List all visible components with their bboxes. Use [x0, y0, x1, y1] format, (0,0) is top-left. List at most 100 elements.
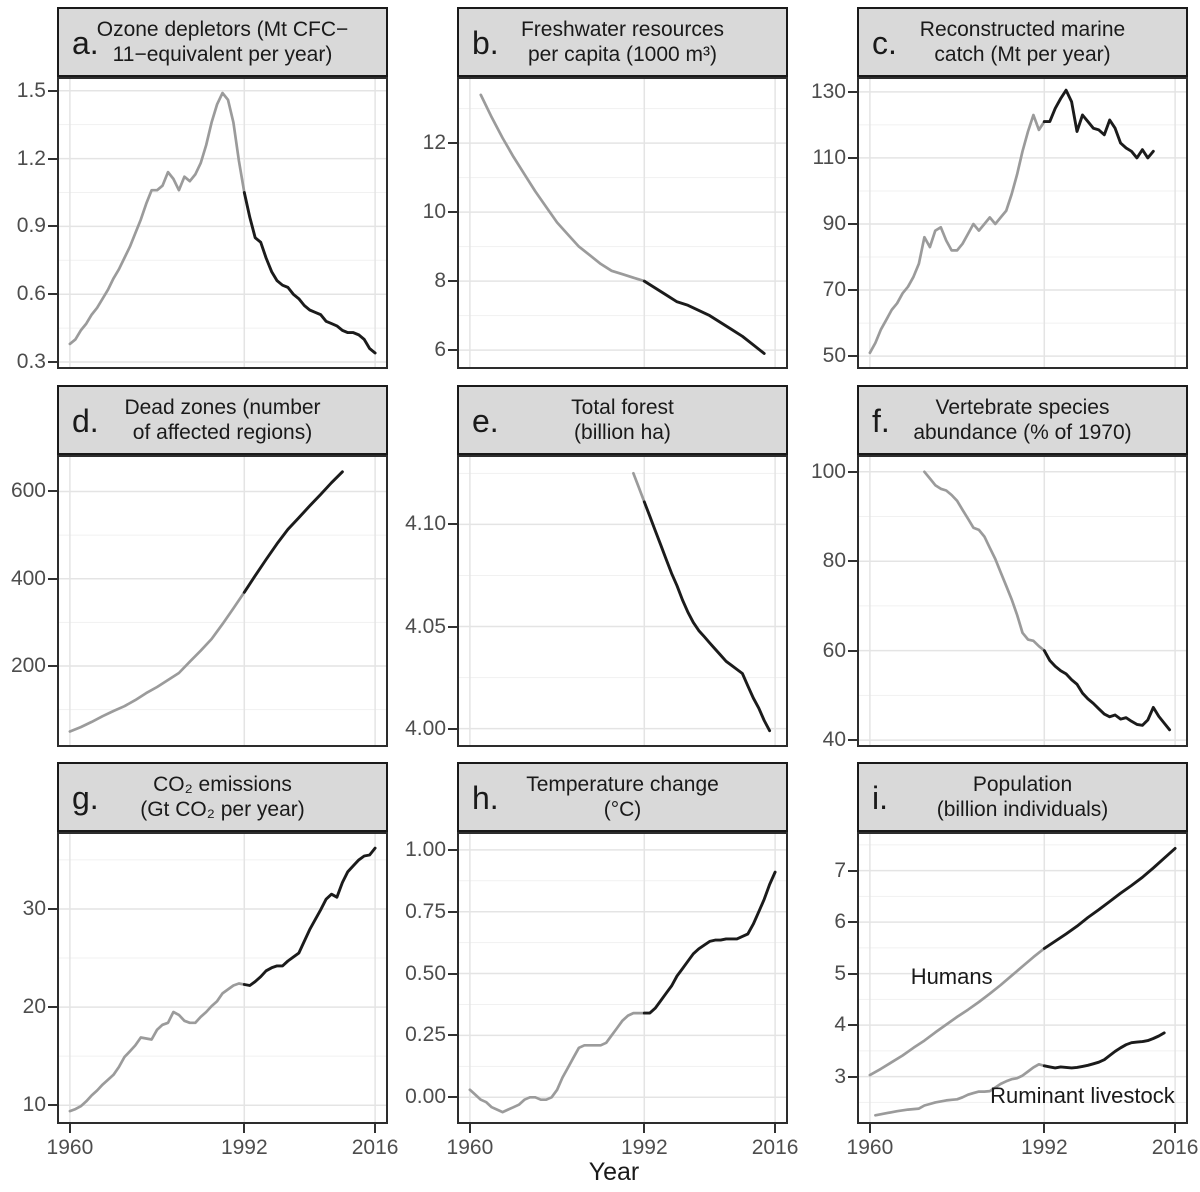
panel-g-title-line2: (Gt CO₂ per year): [140, 798, 305, 821]
y-tick-label: 60: [822, 638, 846, 662]
y-tick-label: 10: [422, 200, 446, 224]
y-tick-mark: [848, 739, 857, 742]
panel-g-letter: g.: [72, 779, 99, 816]
x-tick-mark: [868, 1124, 871, 1133]
y-tick-label: 10: [22, 1093, 46, 1117]
series-line-post1992-freshwater-resources: [642, 279, 766, 355]
y-tick-mark: [48, 89, 57, 92]
x-tick-mark: [374, 1124, 377, 1133]
y-tick-mark: [848, 470, 857, 473]
panel-a-plot: 0.3 0.6 0.9 1.2 1.5: [17, 77, 388, 373]
x-tick-mark: [643, 1124, 646, 1133]
y-tick-label: 0.25: [405, 1023, 446, 1047]
y-tick-label: 8: [434, 269, 446, 293]
panel-e-letter: e.: [472, 402, 499, 439]
series-line-pre1992-humans: [868, 947, 1046, 1077]
series-line-post1992-ruminant-livestock: [1042, 1031, 1166, 1070]
y-tick-label: 100: [810, 459, 846, 483]
panel-i-strip: i. Population (billion individuals): [857, 762, 1188, 832]
y-tick-label: 40: [822, 728, 846, 752]
y-tick-mark: [448, 1034, 457, 1037]
panel-f-title-line2: abundance (% of 1970): [913, 421, 1132, 444]
y-tick-label: 130: [810, 79, 846, 103]
panel-e-strip: e. Total forest (billion ha): [457, 385, 788, 455]
panel-c-title-line2: catch (Mt per year): [934, 43, 1111, 66]
panel-i-title-line1: Population: [972, 773, 1073, 796]
panel-d-plot: 200 400 600: [11, 455, 388, 747]
panel-d-letter: d.: [72, 402, 99, 439]
y-tick-mark: [448, 211, 457, 214]
y-tick-mark: [848, 90, 857, 93]
y-tick-mark: [848, 222, 857, 225]
y-tick-label: 5: [834, 961, 846, 985]
panel-f-title-line1: Vertebrate species: [935, 396, 1110, 419]
panel-d-title-line1: Dead zones (number: [124, 396, 321, 419]
panel-a: a. Ozone depletors (Mt CFC− 11−equivalen…: [17, 7, 388, 373]
annotation-label: Humans: [911, 964, 993, 989]
panel-f-letter: f.: [872, 402, 890, 439]
panel-a-letter: a.: [72, 24, 99, 61]
y-tick-label: 3: [834, 1064, 846, 1088]
panel-f-canvas: [859, 457, 1186, 745]
y-tick-label: 6: [434, 338, 446, 362]
x-axis-title: Year: [588, 1158, 640, 1186]
y-tick-mark: [448, 349, 457, 352]
x-tick-label: 1992: [620, 1136, 668, 1159]
x-tick-mark: [1043, 1124, 1046, 1133]
x-tick-mark: [68, 1124, 71, 1133]
panel-i: i. Population (billion individuals) Huma…: [834, 762, 1198, 1159]
series-line-post1992-co2-emissions: [242, 846, 377, 987]
panel-f-plot: 40 60 80 100: [811, 455, 1188, 751]
series-line-post1992-temperature-change: [642, 870, 777, 1015]
panel-i-title-line2: (billion individuals): [936, 798, 1109, 821]
x-tick-label: 1992: [1020, 1136, 1068, 1159]
y-tick-label: 1.00: [405, 837, 446, 861]
series-line-pre1992-temperature-change: [468, 1011, 646, 1114]
y-tick-mark: [448, 625, 457, 628]
x-tick-label: 2016: [751, 1136, 799, 1159]
y-tick-mark: [48, 907, 57, 910]
y-tick-label: 1.5: [16, 78, 46, 102]
y-tick-mark: [48, 157, 57, 160]
panel-b-strip: b. Freshwater resources per capita (1000…: [457, 7, 788, 77]
panel-h: h. Temperature change (°C) 0.00 0.25 0.50 0…: [405, 762, 798, 1159]
y-tick-label: 1.2: [16, 146, 46, 170]
panel-g-plot: 10 20 30 1960 1992 2016: [23, 832, 398, 1159]
y-tick-label: 400: [10, 566, 46, 590]
panel-a-title-line1: Ozone depletors (Mt CFC−: [96, 18, 349, 41]
panel-c-strip: c. Reconstructed marine catch (Mt per ye…: [857, 7, 1188, 77]
panel-c: c. Reconstructed marine catch (Mt per ye…: [811, 7, 1188, 369]
y-tick-label: 0.75: [405, 899, 446, 923]
y-tick-mark: [848, 921, 857, 924]
y-tick-label: 70: [822, 278, 846, 302]
y-tick-mark: [448, 727, 457, 730]
y-tick-mark: [848, 1024, 857, 1027]
y-tick-mark: [48, 225, 57, 228]
y-tick-mark: [848, 869, 857, 872]
panel-c-letter: c.: [872, 24, 897, 61]
x-tick-label: 1960: [446, 1136, 494, 1159]
panel-h-letter: h.: [472, 779, 499, 816]
panel-a-canvas: [59, 79, 386, 367]
panel-i-letter: i.: [872, 779, 888, 816]
y-tick-label: 600: [10, 479, 46, 503]
series-line-pre1992-vertebrate-abundance: [923, 470, 1046, 652]
y-tick-mark: [448, 523, 457, 526]
series-line-post1992-dead-zones: [242, 470, 344, 594]
x-tick-mark: [1174, 1124, 1177, 1133]
panel-d-title-line2: of affected regions): [132, 421, 313, 444]
panel-h-title-line1: Temperature change: [526, 773, 719, 796]
series-line-pre1992-marine-catch: [868, 113, 1046, 355]
panel-e-canvas: [459, 457, 786, 745]
y-tick-label: 80: [822, 549, 846, 573]
panel-h-strip: h. Temperature change (°C): [457, 762, 788, 832]
y-tick-mark: [848, 972, 857, 975]
panel-f: f. Vertebrate species abundance (% of 19…: [811, 385, 1188, 751]
y-tick-mark: [848, 355, 857, 358]
panel-e-title-line2: (billion ha): [574, 421, 671, 444]
panel-c-canvas: [859, 79, 1186, 367]
panel-g-title-line1: CO₂ emissions: [153, 773, 292, 796]
panel-e: e. Total forest (billion ha) 4.00 4.05 4.1…: [405, 385, 788, 747]
series-line-post1992-humans: [1042, 846, 1177, 950]
y-tick-mark: [48, 490, 57, 493]
